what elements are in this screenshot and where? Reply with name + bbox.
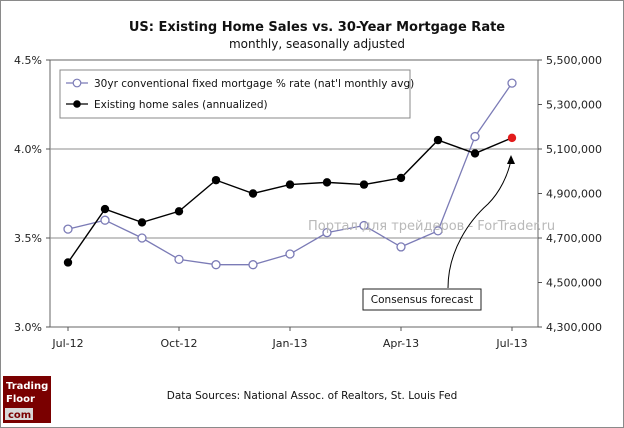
right-tick-label: 4,500,000: [546, 277, 602, 290]
right-tick-label: 4,900,000: [546, 188, 602, 201]
legend-box: [59, 69, 411, 119]
annotation-arrow-line: [447, 159, 512, 289]
legend: 30yr conventional fixed mortgage % rate …: [59, 69, 414, 119]
annotation-box: [362, 288, 482, 311]
logo-line2: Floor: [6, 394, 35, 405]
watermark: Портал для трейдеров - ForTrader.ru: [308, 219, 555, 234]
mortgage-rate-point: [507, 78, 517, 88]
mortgage-rate-point: [359, 220, 369, 231]
home-sales-point: [322, 178, 332, 187]
x-tick-label: Apr-13: [383, 337, 419, 350]
mortgage-rate-point: [248, 260, 258, 270]
tradingfloor-logo: Trading Floor com: [3, 376, 51, 423]
mortgage-rate-point: [211, 260, 221, 270]
logo-com-band: [5, 408, 33, 420]
mortgage-rate-point: [285, 249, 295, 259]
legend-label-sales: Existing home sales (annualized): [94, 99, 268, 111]
left-tick-label: 3.5%: [14, 232, 42, 245]
left-tick-label: 3.0%: [14, 321, 42, 334]
right-tick-label: 4,700,000: [546, 232, 602, 245]
left-axis-ticks: 3.0% 3.5% 4.0% 4.5%: [14, 54, 50, 334]
mortgage-rate-point: [100, 215, 110, 225]
mortgage-rate-point: [396, 242, 406, 252]
mortgage-rate-point: [137, 233, 147, 243]
left-tick-label: 4.0%: [14, 143, 42, 156]
home-sales-point: [285, 180, 295, 189]
mortgage-rate-point: [433, 226, 443, 236]
x-axis-ticks: Jul-12 Oct-12 Jan-13 Apr-13 Jul-13: [51, 327, 528, 350]
home-sales-point: [211, 175, 221, 185]
x-tick-label: Oct-12: [161, 337, 198, 350]
mortgage-rate-point: [174, 254, 184, 265]
home-sales-point: [396, 173, 406, 183]
mortgage-rate-point: [470, 131, 480, 142]
home-sales-forecast-point: [507, 133, 517, 143]
left-tick-label: 4.5%: [14, 54, 42, 67]
right-tick-label: 5,100,000: [546, 143, 602, 156]
legend-marker-sales: [73, 100, 81, 108]
home-sales-point: [63, 258, 73, 267]
consensus-annotation: Consensus forecast: [362, 155, 515, 311]
right-axis-ticks: 4,300,000 4,500,000 4,700,000 4,900,000 5,10…: [538, 54, 602, 334]
right-tick-label: 5,500,000: [546, 54, 602, 67]
home-sales-point: [174, 207, 184, 216]
mortgage-rate-point: [322, 228, 332, 238]
series: [63, 78, 517, 270]
home-sales-point: [433, 135, 443, 145]
x-tick-label: Jan-13: [272, 337, 308, 350]
right-tick-label: 4,300,000: [546, 321, 602, 334]
chart-subtitle: monthly, seasonally adjusted: [229, 37, 405, 51]
home-sales-point: [100, 204, 110, 214]
home-sales-point: [137, 218, 147, 227]
right-tick-label: 5,300,000: [546, 99, 602, 112]
home-sales-point: [248, 189, 258, 198]
logo-line1: Trading: [6, 381, 48, 392]
legend-label-mortgage: 30yr conventional fixed mortgage % rate …: [94, 78, 414, 90]
grid-lines: [50, 148, 538, 239]
home-sales-point: [359, 180, 369, 189]
annotation-text: Consensus forecast: [371, 294, 473, 306]
logo-line3: com: [8, 410, 31, 421]
source-note: Data Sources: National Assoc. of Realtor…: [167, 390, 458, 402]
legend-marker-mortgage: [72, 78, 82, 88]
x-tick-label: Jul-12: [51, 337, 83, 350]
chart-title: US: Existing Home Sales vs. 30-Year Mort…: [129, 20, 505, 35]
home-sales-point: [470, 149, 480, 158]
mortgage-rate-point: [63, 224, 73, 234]
annotation-arrowhead: [507, 155, 515, 164]
x-tick-label: Jul-13: [495, 337, 527, 350]
